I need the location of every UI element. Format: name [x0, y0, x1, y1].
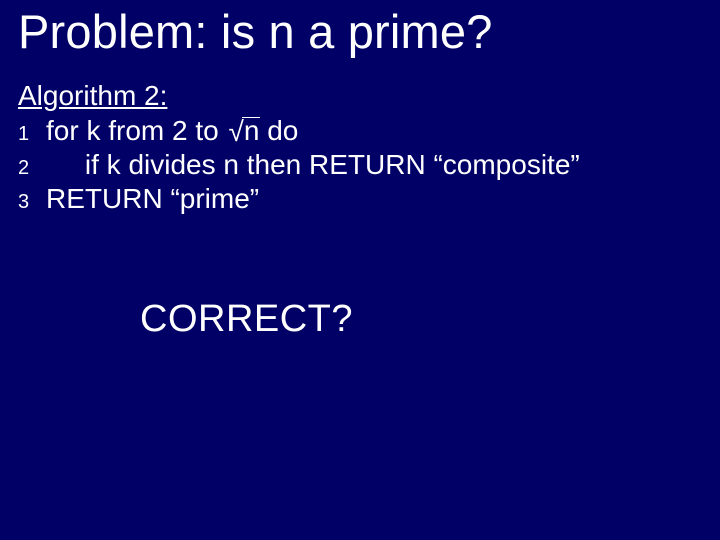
sqrt-expression: √n [227, 114, 260, 148]
slide: Problem: is n a prime? Algorithm 2: 1 fo… [0, 0, 720, 540]
line-content: for k from 2 to √n do [46, 114, 702, 148]
radical-icon: √ [229, 115, 244, 149]
sqrt-argument: n [244, 114, 260, 148]
correct-prompt: CORRECT? [140, 298, 702, 341]
slide-title: Problem: is n a prime? [18, 0, 702, 58]
line-number: 1 [18, 122, 46, 146]
line-content: RETURN “prime” [46, 182, 702, 216]
line-content: if k divides n then RETURN “composite” [46, 148, 702, 182]
line-number: 2 [18, 156, 46, 180]
line-text-pre: for k from 2 to [46, 115, 227, 146]
algorithm-line: 3 RETURN “prime” [18, 182, 702, 216]
line-number: 3 [18, 190, 46, 214]
algorithm-line: 2 if k divides n then RETURN “composite” [18, 148, 702, 182]
algorithm-block: Algorithm 2: 1 for k from 2 to √n do 2 i… [18, 80, 702, 216]
algorithm-header: Algorithm 2: [18, 80, 702, 112]
line-text-post: do [259, 115, 298, 146]
algorithm-line: 1 for k from 2 to √n do [18, 114, 702, 148]
